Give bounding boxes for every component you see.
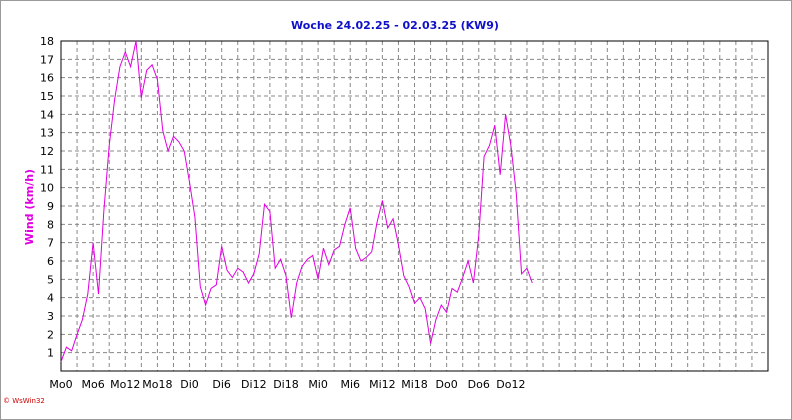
y-tick-label: 14 <box>40 108 54 121</box>
y-tick-label: 15 <box>40 90 54 103</box>
y-tick-label: 8 <box>47 218 54 231</box>
y-tick-label: 17 <box>40 53 54 66</box>
x-tick-label: Di0 <box>180 378 199 391</box>
y-tick-label: 6 <box>47 255 54 268</box>
x-tick-label: Mo12 <box>110 378 140 391</box>
grid-layer <box>61 40 768 371</box>
x-tick-label: Di18 <box>273 378 299 391</box>
y-tick-label: 7 <box>47 237 54 250</box>
data-line-layer <box>60 40 533 362</box>
x-tick-label: Mi0 <box>308 378 328 391</box>
x-tick-label: Do12 <box>496 378 525 391</box>
y-tick-label: 9 <box>47 200 54 213</box>
y-tick-label: 5 <box>47 273 54 286</box>
chart-title: Woche 24.02.25 - 02.03.25 (KW9) <box>291 19 499 32</box>
y-tick-label: 13 <box>40 127 54 140</box>
y-tick-label: 1 <box>47 347 54 360</box>
y-tick-label: 4 <box>47 292 54 305</box>
x-tick-label: Mi12 <box>369 378 396 391</box>
y-tick-label: 16 <box>40 72 54 85</box>
x-tick-label: Mo6 <box>82 378 105 391</box>
x-tick-label: Mo18 <box>142 378 172 391</box>
x-tick-label: Do0 <box>436 378 458 391</box>
y-tick-label: 3 <box>47 310 54 323</box>
y-tick-label: 12 <box>40 145 54 158</box>
y-tick-label: 2 <box>47 328 54 341</box>
y-tick-label: 10 <box>40 182 54 195</box>
x-tick-label: Di12 <box>241 378 267 391</box>
y-tick-label: 18 <box>40 35 54 48</box>
x-tick-label: Mi6 <box>340 378 360 391</box>
y-axis-label: Wind (km/h) <box>23 169 36 245</box>
y-tick-label: 11 <box>40 163 54 176</box>
x-tick-label: Mi18 <box>401 378 428 391</box>
wind-series-line <box>60 40 533 362</box>
x-tick-label: Do6 <box>468 378 490 391</box>
plot-frame <box>60 40 769 372</box>
watermark: © WsWin32 <box>3 397 45 405</box>
x-tick-label: Di6 <box>212 378 231 391</box>
x-tick-label: Mo0 <box>49 378 72 391</box>
